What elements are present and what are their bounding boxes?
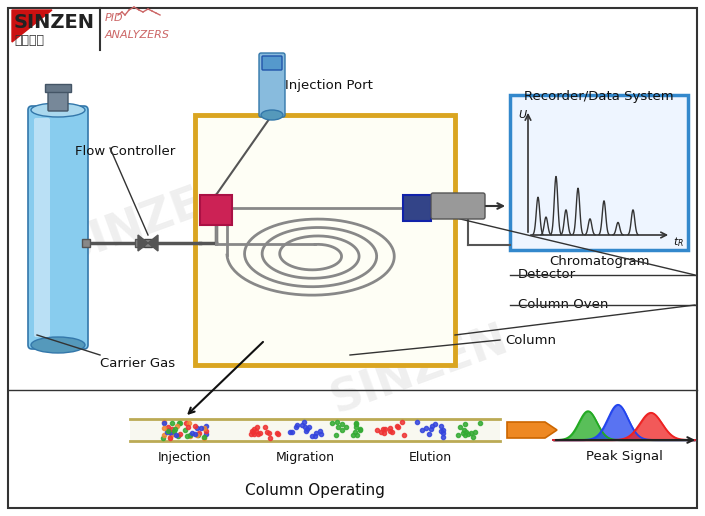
Text: Elution: Elution [408, 451, 452, 464]
Bar [135, 239, 143, 247]
Text: Recorder/Data System: Recorder/Data System [525, 90, 674, 103]
FancyBboxPatch shape [259, 53, 285, 117]
Text: 新泽仪器: 新泽仪器 [14, 34, 44, 47]
Bar [200, 195, 232, 225]
Text: SINZEN: SINZEN [325, 318, 515, 422]
Bar [144, 239, 152, 247]
Ellipse shape [31, 337, 85, 353]
Text: Detector: Detector [518, 268, 576, 282]
Text: SINZEN: SINZEN [215, 248, 405, 352]
Text: PID: PID [105, 13, 123, 23]
FancyArrow shape [507, 422, 557, 438]
Text: U: U [518, 110, 526, 120]
FancyBboxPatch shape [48, 89, 68, 111]
Bar [130, 419, 500, 441]
Ellipse shape [261, 110, 283, 120]
Polygon shape [148, 235, 158, 251]
Text: Migration: Migration [276, 451, 334, 464]
Polygon shape [138, 235, 148, 251]
FancyBboxPatch shape [431, 193, 485, 219]
Text: Carrier Gas: Carrier Gas [100, 357, 175, 370]
Text: Injection Port: Injection Port [285, 78, 373, 91]
FancyBboxPatch shape [28, 106, 88, 349]
Text: Chromatogram: Chromatogram [548, 255, 649, 268]
Polygon shape [12, 10, 52, 42]
Text: SINZEN: SINZEN [55, 168, 245, 272]
Text: ANALYZERS: ANALYZERS [105, 30, 170, 40]
Bar [510, 95, 688, 250]
Text: $t_R$: $t_R$ [673, 235, 684, 249]
Bar [195, 115, 455, 365]
Text: Column Oven: Column Oven [518, 298, 608, 312]
FancyBboxPatch shape [45, 84, 71, 92]
FancyBboxPatch shape [262, 56, 282, 70]
Text: Flow Controller: Flow Controller [75, 145, 176, 158]
Text: Peak Signal: Peak Signal [586, 450, 663, 463]
Text: Column: Column [505, 333, 556, 347]
Text: Column Operating: Column Operating [245, 482, 385, 497]
Ellipse shape [31, 103, 85, 117]
Bar [403, 195, 431, 221]
FancyBboxPatch shape [34, 118, 50, 337]
Bar [82, 239, 90, 247]
Text: SINZEN: SINZEN [14, 13, 95, 32]
Text: Injection: Injection [158, 451, 212, 464]
